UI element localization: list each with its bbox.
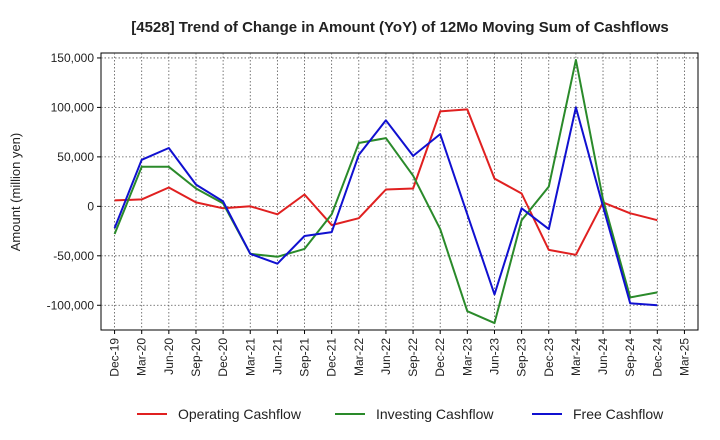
y-axis-ticks: 150,000 100,000 50,000 0 -50,000 -100,000 [47, 51, 101, 312]
y-tick-label: -50,000 [53, 249, 94, 263]
legend-item-operating-cashflow: Operating Cashflow [137, 406, 302, 422]
x-tick-label: Jun-24 [596, 338, 610, 375]
x-tick-label: Dec-22 [433, 338, 447, 377]
x-tick-label: Sep-23 [515, 338, 529, 377]
investing-cashflow-line [113, 58, 658, 325]
x-tick-label: Dec-19 [108, 338, 122, 377]
x-tick-label: Jun-22 [379, 338, 393, 375]
free-cashflow-line [113, 106, 658, 307]
x-tick-label: Dec-24 [650, 338, 664, 377]
grid [101, 53, 698, 330]
x-tick-label: Sep-20 [189, 338, 203, 377]
x-tick-label: Sep-22 [406, 338, 420, 377]
operating-cashflow-line [114, 108, 658, 256]
x-tick-label: Mar-24 [569, 338, 583, 376]
x-tick-label: Mar-20 [135, 338, 149, 376]
legend-label-investing-cashflow: Investing Cashflow [376, 406, 494, 422]
legend-item-free-cashflow: Free Cashflow [532, 406, 664, 422]
x-tick-label: Mar-21 [243, 338, 257, 376]
y-tick-label: 0 [87, 199, 94, 213]
x-tick-label: Mar-22 [352, 338, 366, 376]
x-axis-ticks: Dec-19 Mar-20 Jun-20 Sep-20 Dec-20 Mar-21 Jun-… [108, 330, 691, 377]
y-tick-label: -100,000 [47, 298, 95, 312]
x-tick-label: Sep-21 [298, 338, 312, 377]
x-tick-label: Dec-21 [325, 338, 339, 377]
x-tick-label: Mar-25 [677, 338, 691, 376]
legend-label-operating-cashflow: Operating Cashflow [178, 406, 302, 422]
series-lines [113, 58, 658, 325]
legend-label-free-cashflow: Free Cashflow [573, 406, 664, 422]
y-tick-label: 50,000 [57, 150, 94, 164]
y-tick-label: 100,000 [51, 100, 95, 114]
legend: Operating Cashflow Investing Cashflow Free… [137, 406, 664, 422]
plot-area [100, 52, 699, 331]
x-tick-label: Sep-24 [623, 338, 637, 377]
x-tick-label: Dec-23 [542, 338, 556, 377]
x-tick-label: Jun-23 [487, 338, 501, 375]
x-tick-label: Jun-20 [162, 338, 176, 375]
x-tick-label: Dec-20 [216, 338, 230, 377]
y-tick-label: 150,000 [51, 51, 95, 65]
chart-title: [4528] Trend of Change in Amount (YoY) o… [131, 19, 669, 36]
x-tick-label: Jun-21 [270, 338, 284, 375]
legend-item-investing-cashflow: Investing Cashflow [335, 406, 494, 422]
x-tick-label: Mar-23 [460, 338, 474, 376]
y-axis-label: Amount (million yen) [8, 133, 23, 252]
